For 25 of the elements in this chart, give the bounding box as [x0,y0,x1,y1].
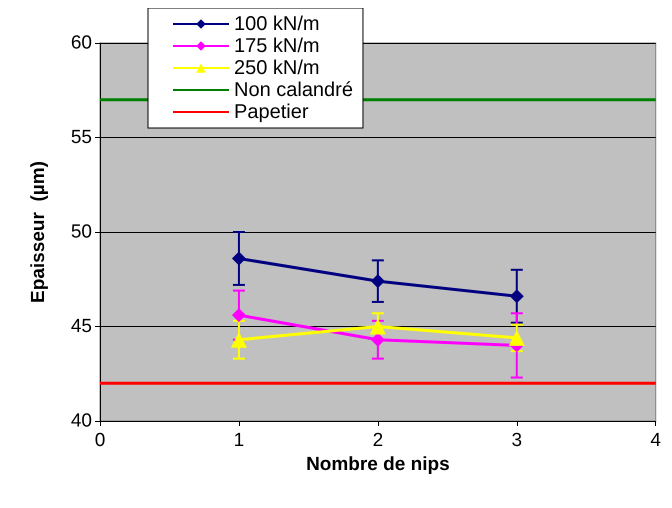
x-tick-label: 2 [372,430,384,451]
legend-label: 250 kN/m [234,57,320,79]
y-tick-label: 55 [70,127,92,148]
y-tick-label: 50 [70,222,92,242]
y-tick-label: 40 [70,410,92,432]
point [232,308,246,322]
x-tick-label: 3 [512,430,522,451]
point [232,251,246,266]
point [370,274,385,288]
legend-label: 175 kN/m [234,35,320,57]
legend-label: 100 kN/m [234,13,320,35]
y-axis-title: Epaisseur (µm) [28,161,49,303]
point [510,289,524,304]
y-tick-label: 45 [70,316,92,337]
point [370,318,386,334]
x-tick-label: 4 [650,430,662,451]
x-axis-title: Nombre de nips [306,454,450,475]
ref-line-label: Non calandré [234,79,353,101]
y-tick-label: 60 [70,32,92,54]
legend-label: Papetier [234,101,309,123]
point [508,330,525,346]
point [370,332,385,347]
point [230,332,247,348]
x-tick-label: 1 [234,430,244,451]
x-tick-label: 0 [94,430,106,451]
